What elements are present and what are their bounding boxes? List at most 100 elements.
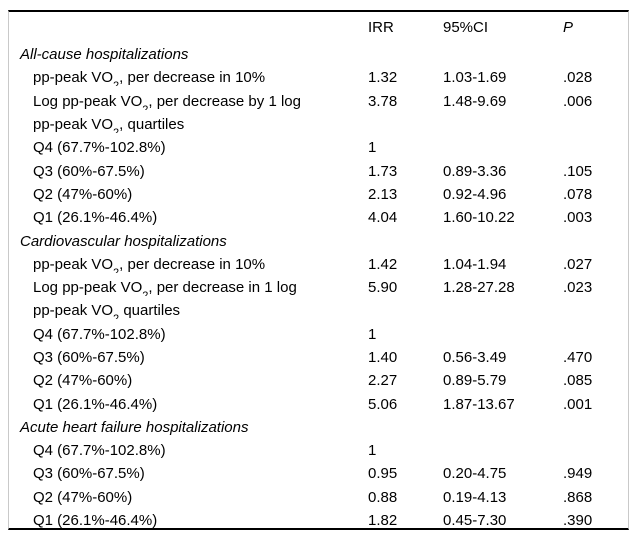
row-label-text-after-subscript: , quartiles <box>119 116 185 134</box>
row-label-text: pp-peak VO <box>33 255 114 273</box>
table-row: Q2 (47%-60%) 0.88 0.19-4.13 .868 <box>9 486 628 509</box>
ci-value: 0.20-4.75 <box>443 465 507 483</box>
ci-value: 1.48-9.69 <box>443 92 507 110</box>
p-value: .078 <box>563 185 593 203</box>
row-label-text: pp-peak VO <box>33 116 114 134</box>
ci-value: 0.89-5.79 <box>443 372 507 390</box>
ci-value: 0.56-3.49 <box>443 349 507 366</box>
table-row: Q1 (26.1%-46.4%) 4.04 1.60-10.22 .003 <box>9 206 628 229</box>
row-label-text: Q2 (47%-60%) <box>33 488 133 506</box>
table-body: All-cause hospitalizations*pp-peak VO2, … <box>9 43 628 532</box>
irr-value: 1.40 <box>368 349 398 366</box>
irr-value: 1 <box>368 442 377 460</box>
table-row: pp-peak VO2 quartiles <box>9 299 628 322</box>
p-value: .085 <box>563 372 593 390</box>
p-value: .023 <box>563 279 593 297</box>
irr-value: 2.27 <box>368 372 398 390</box>
irr-value: 1.42 <box>368 255 398 273</box>
row-label: pp-peak VO2, per decrease in 10% <box>9 256 368 273</box>
vo2-subscript: 2 <box>113 266 120 273</box>
section-label: Cardiovascular hospitalizations* <box>9 233 368 250</box>
table-row: Q2 (47%-60%) 2.13 0.92-4.96 .078 <box>9 183 628 206</box>
p-value: .027 <box>563 255 593 273</box>
vo2-subscript: 2 <box>113 127 120 134</box>
vo2-subscript: 2 <box>113 80 120 87</box>
table-row: pp-peak VO2, per decrease in 10% 1.42 1.04… <box>9 253 628 276</box>
table-row: Q1 (26.1%-46.4%) 1.82 0.45-7.30 .390 <box>9 509 628 532</box>
row-label: Q1 (26.1%-46.4%) <box>9 396 368 413</box>
p-value: .003 <box>563 209 593 227</box>
row-label-text: Q3 (60%-67.5%) <box>33 162 145 180</box>
irr-value: 5.90 <box>368 279 398 297</box>
irr-value: 0.95 <box>368 465 398 483</box>
header-p-value: P <box>563 19 574 36</box>
header-95ci: 95%CI <box>443 19 489 36</box>
footnote-asterisk: * <box>227 233 231 238</box>
row-label-text: Q1 (26.1%-46.4%) <box>33 209 158 227</box>
row-label-text-after-subscript: , per decrease in 10% <box>119 69 266 87</box>
table-header-row: IRR 95%CI P <box>9 12 628 43</box>
ci-value: 1.60-10.22 <box>443 209 515 227</box>
row-label-text-after-subscript: , per decrease by 1 log <box>148 92 301 110</box>
ci-value: 1.87-13.67 <box>443 395 515 413</box>
irr-value: 0.88 <box>368 488 398 506</box>
row-label-text: Q4 (67.7%-102.8%) <box>33 442 166 460</box>
row-label-text-after-subscript: quartiles <box>119 302 181 320</box>
row-label: Q4 (67.7%-102.8%) <box>9 326 368 343</box>
vo2-subscript: 2 <box>142 290 149 297</box>
footnote-asterisk: * <box>188 46 192 51</box>
row-label: Q4 (67.7%-102.8%) <box>9 139 368 156</box>
table-row: Log pp-peak VO2, per decrease by 1 log 3.… <box>9 90 628 113</box>
irr-value: 1.32 <box>368 69 398 87</box>
table-row: pp-peak VO2, per decrease in 10% 1.32 1.03… <box>9 66 628 89</box>
row-label: Q3 (60%-67.5%) <box>9 163 368 180</box>
ci-value: 1.04-1.94 <box>443 255 507 273</box>
ci-value: 0.89-3.36 <box>443 162 507 180</box>
irr-value: 1.82 <box>368 512 398 530</box>
row-label: Q3 (60%-67.5%) <box>9 465 368 482</box>
irr-value: 4.04 <box>368 209 398 227</box>
row-label-text-after-subscript: , per decrease in 1 log <box>148 279 297 297</box>
ci-value: 0.45-7.30 <box>443 512 507 530</box>
row-label: pp-peak VO2, quartiles <box>9 116 368 133</box>
p-value: .001 <box>563 395 593 413</box>
row-label-text: All-cause hospitalizations <box>20 46 189 64</box>
ci-value: 1.03-1.69 <box>443 69 507 87</box>
table-row: pp-peak VO2, quartiles <box>9 113 628 136</box>
irr-value: 1 <box>368 139 377 157</box>
irr-value: 1.73 <box>368 162 398 180</box>
row-label-text: Acute heart failure hospitalizations <box>20 418 249 436</box>
row-label-text: Q3 (60%-67.5%) <box>33 465 145 483</box>
table-row: Q3 (60%-67.5%) 0.95 0.20-4.75 .949 <box>9 462 628 485</box>
row-label-text: Log pp-peak VO <box>33 92 143 110</box>
row-label: Q2 (47%-60%) <box>9 372 368 389</box>
table-row: Q4 (67.7%-102.8%) 1 <box>9 136 628 159</box>
p-value: .105 <box>563 162 593 180</box>
table-row: Q3 (60%-67.5%) 1.40 0.56-3.49 .470 <box>9 346 628 369</box>
row-label: Q2 (47%-60%) <box>9 186 368 203</box>
irr-value: 3.78 <box>368 92 398 110</box>
p-value: .949 <box>563 465 593 483</box>
row-label: Q2 (47%-60%) <box>9 489 368 506</box>
p-value: .868 <box>563 488 593 506</box>
row-label-text: Q4 (67.7%-102.8%) <box>33 325 166 343</box>
row-label-text: Q4 (67.7%-102.8%) <box>33 139 166 157</box>
footnote-asterisk: * <box>248 419 252 424</box>
ci-value: 1.28-27.28 <box>443 279 515 297</box>
table-row: Acute heart failure hospitalizations* <box>9 416 628 439</box>
row-label: pp-peak VO2, per decrease in 10% <box>9 69 368 86</box>
row-label-text: Q3 (60%-67.5%) <box>33 349 145 366</box>
table-row: Cardiovascular hospitalizations* <box>9 229 628 252</box>
row-label-text: pp-peak VO <box>33 69 114 87</box>
ci-value: 0.92-4.96 <box>443 185 507 203</box>
irr-value: 1 <box>368 325 377 343</box>
row-label-text: Cardiovascular hospitalizations <box>20 232 227 250</box>
p-value: .390 <box>563 512 593 530</box>
row-label-text: Log pp-peak VO <box>33 279 143 297</box>
vo2-subscript: 2 <box>142 103 149 110</box>
table-row: Q4 (67.7%-102.8%) 1 <box>9 439 628 462</box>
header-irr: IRR <box>368 19 394 36</box>
irr-value: 2.13 <box>368 185 398 203</box>
table-row: Q1 (26.1%-46.4%) 5.06 1.87-13.67 .001 <box>9 392 628 415</box>
